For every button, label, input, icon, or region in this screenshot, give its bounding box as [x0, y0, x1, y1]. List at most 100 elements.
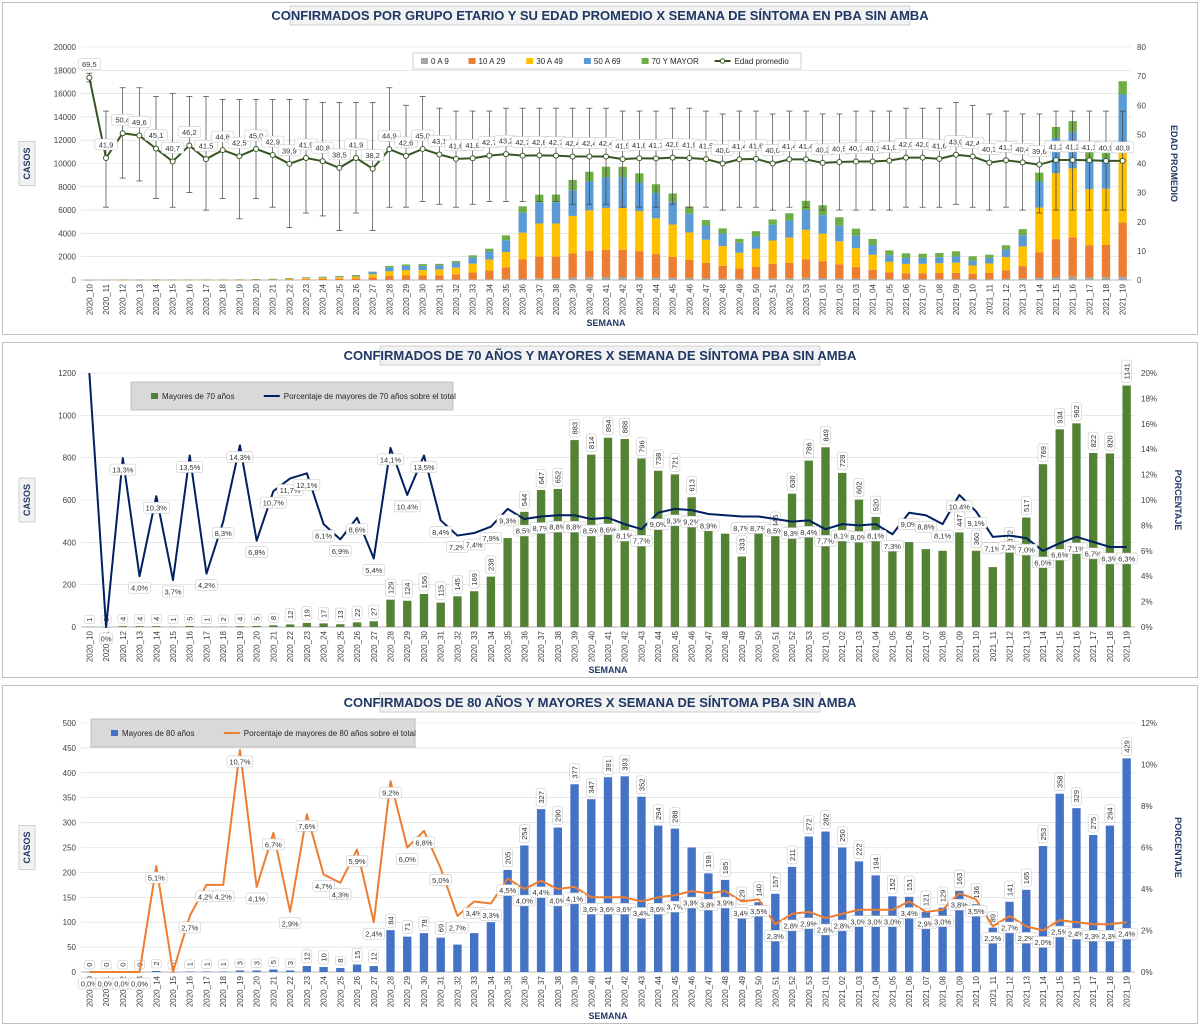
y-tick-label: 500	[63, 719, 77, 728]
bar	[403, 600, 412, 627]
x-tick-label: 2020_43	[637, 975, 646, 1007]
line-label-box	[329, 888, 352, 901]
bar	[1055, 793, 1064, 972]
line-label-box	[109, 463, 137, 476]
line-label-box	[714, 896, 737, 909]
bar-label-box	[485, 555, 497, 574]
bar-segment	[935, 273, 944, 280]
line-label-box	[965, 905, 988, 917]
bar-label-box	[820, 810, 831, 829]
data-label-box	[361, 149, 385, 161]
x-tick-label: 2021_08	[935, 283, 944, 315]
bar-segment	[485, 279, 494, 280]
line-label: 10,4%	[397, 502, 419, 511]
bar-label-box	[217, 614, 229, 624]
data-label: 46,2	[182, 128, 197, 137]
x-tick-label: 2020_35	[504, 630, 513, 662]
line-label: 8,1%	[834, 532, 851, 541]
bar-label: 198	[704, 855, 713, 868]
bar-segment	[618, 249, 627, 277]
line-label-box	[496, 514, 519, 527]
x-tick-label: 2020_39	[571, 975, 580, 1007]
x-tick-label: 2020_36	[519, 283, 528, 315]
line-label-box	[412, 836, 436, 849]
x-tick-label: 2020_25	[336, 975, 345, 1007]
x-tick-label: 2020_23	[303, 975, 312, 1007]
x-tick-label: 2020_36	[520, 630, 529, 662]
line-label-box	[931, 915, 954, 927]
bar-label-box	[652, 449, 664, 469]
bar-segment	[968, 279, 977, 280]
bar-segment	[901, 273, 911, 280]
line-label: 8,1%	[934, 532, 951, 541]
bar	[704, 528, 713, 627]
x-tick-label: 2020_13	[136, 975, 145, 1007]
bar-label: 0	[169, 963, 178, 967]
data-label: 42,7	[482, 138, 497, 147]
line-label-box	[1115, 927, 1138, 940]
bar-segment	[735, 268, 744, 279]
bar-segment	[701, 225, 711, 240]
bar-label-box	[368, 604, 380, 619]
bar-label: 78	[420, 919, 429, 927]
bar-label: 5	[269, 960, 278, 964]
line-label: 4,3%	[332, 890, 349, 899]
line-label-box	[379, 786, 402, 799]
x-tick-label: 2020_17	[202, 975, 211, 1007]
bar-segment	[918, 253, 927, 258]
bar-label: 630	[788, 475, 797, 488]
bar-label-box	[284, 958, 296, 968]
line-label: 4,0%	[131, 584, 148, 593]
line-label: 6,8%	[415, 838, 432, 847]
bar-segment	[701, 239, 711, 263]
bar	[570, 784, 579, 972]
bar-label: 165	[1022, 872, 1031, 885]
line-label: 7,1%	[1068, 544, 1085, 553]
data-label-box	[161, 142, 185, 154]
data-label: 42,4	[599, 139, 614, 148]
line-label-box	[797, 917, 820, 930]
bar-label-box	[184, 959, 195, 969]
bar	[921, 549, 931, 627]
data-label: 45,1	[149, 131, 164, 140]
bar	[319, 967, 328, 972]
bar-segment	[768, 224, 777, 241]
line-label: 5,9%	[348, 857, 365, 866]
line-label-box	[429, 874, 452, 886]
bar-label-box	[84, 614, 95, 625]
bar-label: 272	[805, 818, 814, 831]
x-tick-label: 2020_47	[704, 630, 713, 662]
bar-label: 393	[621, 758, 630, 771]
line-label: 2,7%	[181, 923, 198, 932]
bar-segment	[418, 275, 427, 280]
x-tick-label: 2020_25	[335, 283, 344, 315]
bar	[704, 873, 713, 972]
bar-segment	[751, 236, 761, 249]
bar-segment	[868, 244, 877, 255]
x-tick-label: 2021_09	[952, 283, 961, 315]
x-tick-label: 2021_04	[869, 283, 878, 315]
x-tick-label: 2020_50	[755, 975, 764, 1007]
data-label: 42,4	[965, 139, 980, 148]
line-label: 9,3%	[666, 516, 683, 525]
bar-label: 27	[370, 608, 379, 616]
line-label: 8,5%	[583, 527, 600, 536]
bar-segment	[235, 279, 244, 280]
bar-segment	[451, 262, 461, 268]
y-tick-label: 8000	[58, 183, 76, 192]
line-label-box	[143, 501, 170, 514]
line-label: 9,1%	[968, 519, 985, 528]
bar-label: 8	[269, 616, 278, 620]
bar-segment	[401, 265, 411, 271]
data-label: 40,9	[1099, 143, 1114, 152]
bar-segment	[851, 248, 861, 268]
line-point	[586, 153, 593, 160]
line-label: 8,8%	[549, 523, 566, 532]
bar-segment	[351, 278, 361, 280]
bar-label: 1141	[1122, 363, 1131, 379]
data-label-box	[144, 129, 168, 141]
bar-segment	[1001, 249, 1011, 258]
line-label: 8,4%	[432, 528, 449, 537]
line-label-box	[881, 540, 904, 552]
bar-segment	[735, 278, 744, 280]
